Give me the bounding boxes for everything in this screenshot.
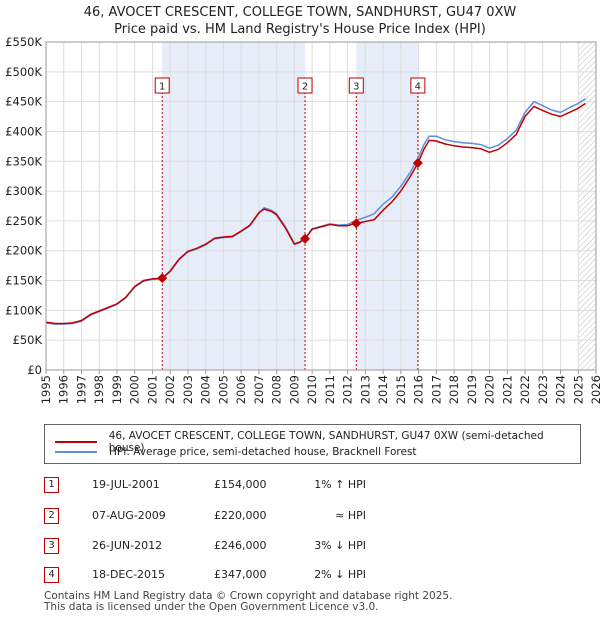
- x-tick-label: 2012: [341, 375, 355, 404]
- x-tick-label: 2010: [305, 375, 319, 404]
- y-tick-label: £300K: [5, 184, 42, 198]
- transaction-number: 3: [44, 538, 59, 554]
- y-tick-label: £200K: [5, 244, 42, 258]
- y-tick-label: £100K: [5, 303, 42, 317]
- x-tick-label: 2019: [465, 375, 479, 404]
- x-tick-label: 2014: [376, 375, 390, 404]
- transaction-date: 07-AUG-2009: [92, 509, 166, 522]
- chart-title-line1: 46, AVOCET CRESCENT, COLLEGE TOWN, SANDH…: [83, 5, 517, 20]
- x-tick-label: 2016: [412, 375, 426, 404]
- footer-licence: This data is licensed under the Open Gov…: [44, 601, 379, 613]
- transaction-price: £154,000: [214, 478, 267, 491]
- transaction-number: 1: [44, 477, 59, 493]
- shade-layer: [46, 42, 596, 370]
- x-tick-label: 2020: [483, 375, 497, 404]
- price-chart: 1 2 3 4 £0 £50K £100K £150K £200K £250K £300K £350…: [5, 35, 600, 404]
- transaction-row: 1 19-JUL-2001 £154,000 1% ↑ HPI: [44, 477, 484, 493]
- transaction-date: 18-DEC-2015: [92, 568, 166, 581]
- marker-label-box: [154, 77, 170, 94]
- y-tick-label: £550K: [5, 35, 42, 49]
- transaction-price: £347,000: [214, 568, 267, 581]
- transaction-price: £220,000: [214, 509, 267, 522]
- x-tick-label: 1996: [57, 375, 71, 404]
- y-tick-label: £150K: [5, 274, 42, 288]
- y-tick-label: £500K: [5, 65, 42, 79]
- legend-item-hpi: HPI: Average price, semi-detached house,…: [55, 446, 417, 458]
- x-tick-label: 2009: [287, 375, 301, 404]
- x-tick-label: 1997: [74, 375, 88, 404]
- marker-label: 4: [415, 82, 421, 93]
- x-tick-label: 2022: [518, 375, 532, 404]
- legend-item-property: 46, AVOCET CRESCENT, COLLEGE TOWN, SANDH…: [55, 430, 580, 454]
- y-tick-label: £50K: [13, 333, 43, 347]
- transaction-date: 19-JUL-2001: [92, 478, 160, 491]
- x-tick-label: 1999: [110, 375, 124, 404]
- transaction-date: 26-JUN-2012: [92, 539, 163, 552]
- x-tick-label: 2025: [571, 375, 585, 404]
- plot-frame: [45, 41, 597, 371]
- transaction-price: £246,000: [214, 539, 267, 552]
- x-tick-label: 2008: [270, 375, 284, 404]
- marker-label: 2: [302, 82, 308, 93]
- x-tick-label: 1995: [39, 375, 53, 404]
- y-tick-label: £450K: [5, 95, 42, 109]
- marker-layer: 1 2 3 4: [154, 77, 426, 284]
- y-tick-label: £350K: [5, 154, 42, 168]
- x-tick-label: 2002: [163, 375, 177, 404]
- footer-copyright: Contains HM Land Registry data © Crown c…: [44, 590, 453, 602]
- y-tick-label: £0: [27, 363, 42, 377]
- forecast-hatch: [578, 42, 596, 370]
- x-tick-label: 2005: [216, 375, 230, 404]
- x-tick-label: 2001: [145, 375, 159, 404]
- x-tick-label: 2018: [447, 375, 461, 404]
- marker-label-box: [410, 77, 426, 94]
- legend: 46, AVOCET CRESCENT, COLLEGE TOWN, SANDH…: [44, 424, 581, 464]
- legend-property-label: 46, AVOCET CRESCENT, COLLEGE TOWN, SANDH…: [108, 430, 544, 454]
- transaction-row: 3 26-JUN-2012 £246,000 3% ↓ HPI: [44, 538, 484, 554]
- marker-label-box: [348, 77, 364, 94]
- transaction-row: 2 07-AUG-2009 £220,000 ≈ HPI: [44, 508, 484, 524]
- series-layer: [45, 98, 586, 325]
- x-tick-label: 2003: [181, 375, 195, 404]
- marker-label-box: [297, 77, 313, 94]
- x-tick-label: 2015: [394, 375, 408, 404]
- transaction-hpi: 1% ↑ HPI: [314, 478, 366, 491]
- x-tick-label: 2021: [500, 375, 514, 404]
- legend-property-swatch: [55, 441, 97, 443]
- x-tick-label: 2007: [252, 375, 266, 404]
- marker-label: 3: [353, 82, 359, 93]
- x-tick-label: 2026: [589, 375, 600, 404]
- sale-point-marker: [412, 158, 423, 169]
- sale-point-marker: [300, 233, 311, 244]
- x-tick-label: 2006: [234, 375, 248, 404]
- x-tick-label: 2000: [128, 375, 142, 404]
- transaction-hpi: 2% ↓ HPI: [314, 568, 366, 581]
- x-tick-label: 2023: [536, 375, 550, 404]
- legend-hpi-label: HPI: Average price, semi-detached house,…: [109, 446, 417, 458]
- plot-background: [46, 42, 596, 370]
- transaction-hpi: ≈ HPI: [335, 509, 366, 522]
- x-tick-label: 2017: [429, 375, 443, 404]
- x-tick-label: 2004: [199, 375, 213, 404]
- y-tick-label: £400K: [5, 124, 42, 138]
- transaction-number: 2: [44, 508, 59, 524]
- property-price-line: [45, 102, 586, 325]
- transaction-guide-lines: [161, 88, 419, 370]
- transaction-row: 4 18-DEC-2015 £347,000 2% ↓ HPI: [44, 567, 484, 583]
- x-tick-label: 2013: [358, 375, 372, 404]
- axis-layer: £0 £50K £100K £150K £200K £250K £300K £350K £400…: [5, 35, 600, 404]
- shaded-span: [162, 42, 306, 370]
- sale-point-marker: [351, 218, 362, 229]
- x-tick-label: 2011: [323, 375, 337, 404]
- chart-title-line2: Price paid vs. HM Land Registry's House …: [114, 22, 486, 37]
- sale-point-marker: [157, 273, 168, 284]
- transaction-hpi: 3% ↓ HPI: [314, 539, 366, 552]
- marker-label: 1: [159, 82, 165, 93]
- legend-hpi-swatch: [55, 451, 97, 453]
- transaction-number: 4: [44, 567, 59, 583]
- x-tick-label: 1998: [92, 375, 106, 404]
- x-tick-label: 2024: [554, 375, 568, 404]
- y-tick-label: £250K: [5, 214, 42, 228]
